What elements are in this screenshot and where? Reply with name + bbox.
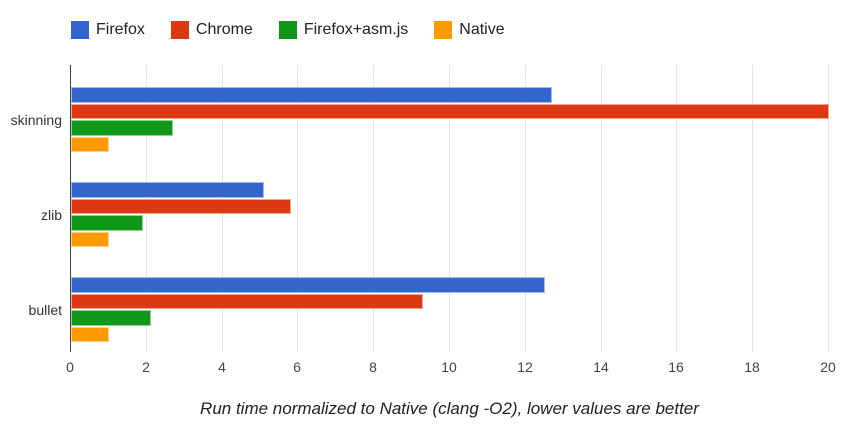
gridline bbox=[297, 65, 298, 352]
x-tick-label: 12 bbox=[517, 359, 533, 375]
gridline bbox=[676, 65, 677, 352]
gridline bbox=[752, 65, 753, 352]
bar-bullet-native bbox=[71, 326, 109, 343]
legend-swatch-icon bbox=[71, 21, 89, 39]
plot-area: 0 2 4 6 8 10 12 14 16 18 20 bbox=[66, 65, 836, 375]
legend-label: Chrome bbox=[195, 21, 253, 38]
legend-item-native: Native bbox=[434, 21, 505, 39]
legend-item-firefox: Firefox bbox=[71, 21, 145, 39]
x-tick-label: 8 bbox=[369, 359, 377, 375]
gridline bbox=[373, 65, 374, 352]
bar-skinning-chrome bbox=[71, 103, 829, 120]
gridline bbox=[525, 65, 526, 352]
legend-swatch-icon bbox=[434, 21, 453, 39]
category-label-skinning: skinning bbox=[10, 112, 62, 129]
x-tick-label: 0 bbox=[66, 359, 74, 375]
x-tick-label: 6 bbox=[293, 359, 301, 375]
category-label-bullet: bullet bbox=[28, 302, 62, 319]
chart-caption: Run time normalized to Native (clang -O2… bbox=[200, 399, 699, 418]
bar-zlib-firefox-asm-js bbox=[71, 215, 143, 231]
legend-label: Native bbox=[459, 21, 505, 38]
category-label-zlib: zlib bbox=[40, 207, 62, 224]
bar-zlib-native bbox=[71, 231, 109, 248]
gridline bbox=[828, 65, 829, 352]
bar-zlib-chrome bbox=[71, 198, 291, 215]
legend-swatch-icon bbox=[170, 21, 189, 39]
x-tick-label: 4 bbox=[218, 359, 226, 375]
x-tick-label: 10 bbox=[441, 359, 457, 375]
legend-item-firefox-asm-js: Firefox+asm.js bbox=[278, 21, 409, 39]
bar-bullet-firefox bbox=[71, 277, 545, 293]
legend-swatch-icon bbox=[278, 21, 297, 39]
chart-legend: Firefox Chrome Firefox+asm.js Native bbox=[71, 21, 505, 39]
y-axis-line bbox=[70, 65, 71, 352]
bar-skinning-firefox-asm-js bbox=[71, 120, 173, 136]
x-tick-label: 16 bbox=[668, 359, 684, 375]
x-tick-label: 18 bbox=[744, 359, 760, 375]
legend-label: Firefox bbox=[96, 21, 145, 38]
x-tick-label: 20 bbox=[820, 359, 836, 375]
bar-bullet-firefox-asm-js bbox=[71, 310, 151, 326]
x-tick-label: 14 bbox=[593, 359, 609, 375]
legend-item-chrome: Chrome bbox=[170, 21, 253, 39]
bar-zlib-firefox bbox=[71, 182, 264, 198]
gridline bbox=[601, 65, 602, 352]
bar-skinning-native bbox=[71, 136, 109, 153]
legend-label: Firefox+asm.js bbox=[303, 21, 409, 38]
gridline bbox=[449, 65, 450, 352]
bar-bullet-chrome bbox=[71, 293, 423, 310]
x-tick-label: 2 bbox=[142, 359, 150, 375]
bar-skinning-firefox bbox=[71, 87, 552, 103]
